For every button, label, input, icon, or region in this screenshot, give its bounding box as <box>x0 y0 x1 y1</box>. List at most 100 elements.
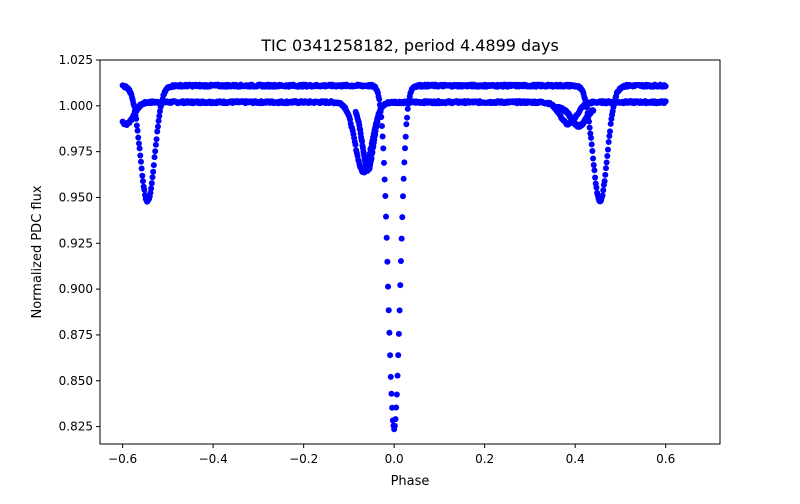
data-point <box>601 178 608 185</box>
data-point <box>152 148 159 155</box>
data-point <box>588 134 595 141</box>
data-point <box>585 113 592 120</box>
data-point <box>154 128 161 135</box>
data-point <box>136 145 143 152</box>
axes-frame <box>99 59 721 445</box>
data-point <box>398 235 405 242</box>
data-point <box>593 184 600 191</box>
data-point <box>387 352 394 359</box>
data-point <box>602 171 609 178</box>
data-point <box>400 175 407 182</box>
data-point <box>137 158 144 165</box>
y-tick-label: 0.975 <box>59 145 93 159</box>
data-point <box>602 165 609 172</box>
x-tick-label: −0.6 <box>108 452 137 466</box>
data-point <box>138 165 145 172</box>
data-point <box>150 162 157 169</box>
data-point <box>139 178 146 185</box>
data-point <box>402 145 409 152</box>
x-tick-label: −0.2 <box>289 452 318 466</box>
data-point <box>137 152 144 159</box>
data-point <box>605 138 612 145</box>
data-point <box>156 113 163 120</box>
y-tick-label: 0.900 <box>59 282 93 296</box>
data-point <box>378 123 385 130</box>
data-point <box>393 391 400 398</box>
data-point <box>585 118 592 125</box>
data-point <box>368 155 375 162</box>
x-tick-label: 0.6 <box>656 452 675 466</box>
chart-title: TIC 0341258182, period 4.4899 days <box>260 36 559 55</box>
data-point <box>586 124 593 131</box>
y-tick-label: 0.825 <box>59 420 93 434</box>
data-point <box>607 120 614 127</box>
y-tick-label: 1.025 <box>59 53 93 67</box>
data-point <box>385 283 392 290</box>
data-point <box>401 159 408 166</box>
data-point <box>387 373 394 380</box>
data-point <box>589 147 596 154</box>
x-tick-label: −0.4 <box>199 452 228 466</box>
data-point <box>135 140 142 147</box>
data-point <box>380 145 387 152</box>
y-tick-label: 0.950 <box>59 190 93 204</box>
data-point <box>391 422 398 429</box>
data-point <box>384 258 391 265</box>
data-point <box>592 174 599 181</box>
data-point <box>155 117 162 124</box>
data-point <box>403 121 410 128</box>
data-point <box>148 180 155 187</box>
data-point <box>404 114 411 121</box>
data-point <box>385 307 392 314</box>
data-point <box>133 122 140 129</box>
data-point <box>131 107 138 114</box>
data-point <box>369 149 376 156</box>
x-tick-label: 0.4 <box>566 452 585 466</box>
data-point <box>134 127 141 134</box>
data-point <box>402 133 409 140</box>
data-point <box>590 162 597 169</box>
data-point <box>599 192 606 199</box>
data-point <box>393 404 400 411</box>
data-point <box>662 83 669 90</box>
data-point <box>396 307 403 314</box>
y-tick-label: 1.000 <box>59 99 93 113</box>
data-point <box>397 258 404 265</box>
y-axis-ticks: 0.825 0.850 0.875 0.900 0.925 0.950 0.975 1.000… <box>59 53 100 434</box>
data-point <box>379 133 386 140</box>
data-point <box>152 141 159 148</box>
data-points <box>119 81 669 433</box>
data-point <box>588 141 595 148</box>
data-point <box>606 133 613 140</box>
data-point <box>151 154 158 161</box>
data-point <box>388 390 395 397</box>
data-point <box>399 193 406 200</box>
data-point <box>395 330 402 337</box>
data-point <box>583 104 590 111</box>
data-point <box>139 172 146 179</box>
x-axis-ticks: −0.6 −0.4 −0.2 0.0 0.2 0.4 0.6 <box>108 444 675 466</box>
data-point <box>591 167 598 174</box>
data-point <box>395 352 402 359</box>
data-point <box>607 128 614 135</box>
data-point <box>377 106 384 113</box>
data-point <box>380 159 387 166</box>
data-point <box>604 152 611 159</box>
data-point <box>590 107 597 114</box>
data-point <box>383 213 390 220</box>
data-point <box>603 159 610 166</box>
data-point <box>378 114 385 121</box>
data-point <box>149 174 156 181</box>
data-point <box>386 329 393 336</box>
data-point <box>382 193 389 200</box>
x-axis-label: Phase <box>391 474 430 489</box>
data-point <box>590 155 597 162</box>
data-point <box>141 186 148 193</box>
data-point <box>135 134 142 141</box>
y-axis-label: Normalized PDC flux <box>30 185 45 318</box>
data-point <box>381 176 388 183</box>
data-point <box>392 416 399 423</box>
